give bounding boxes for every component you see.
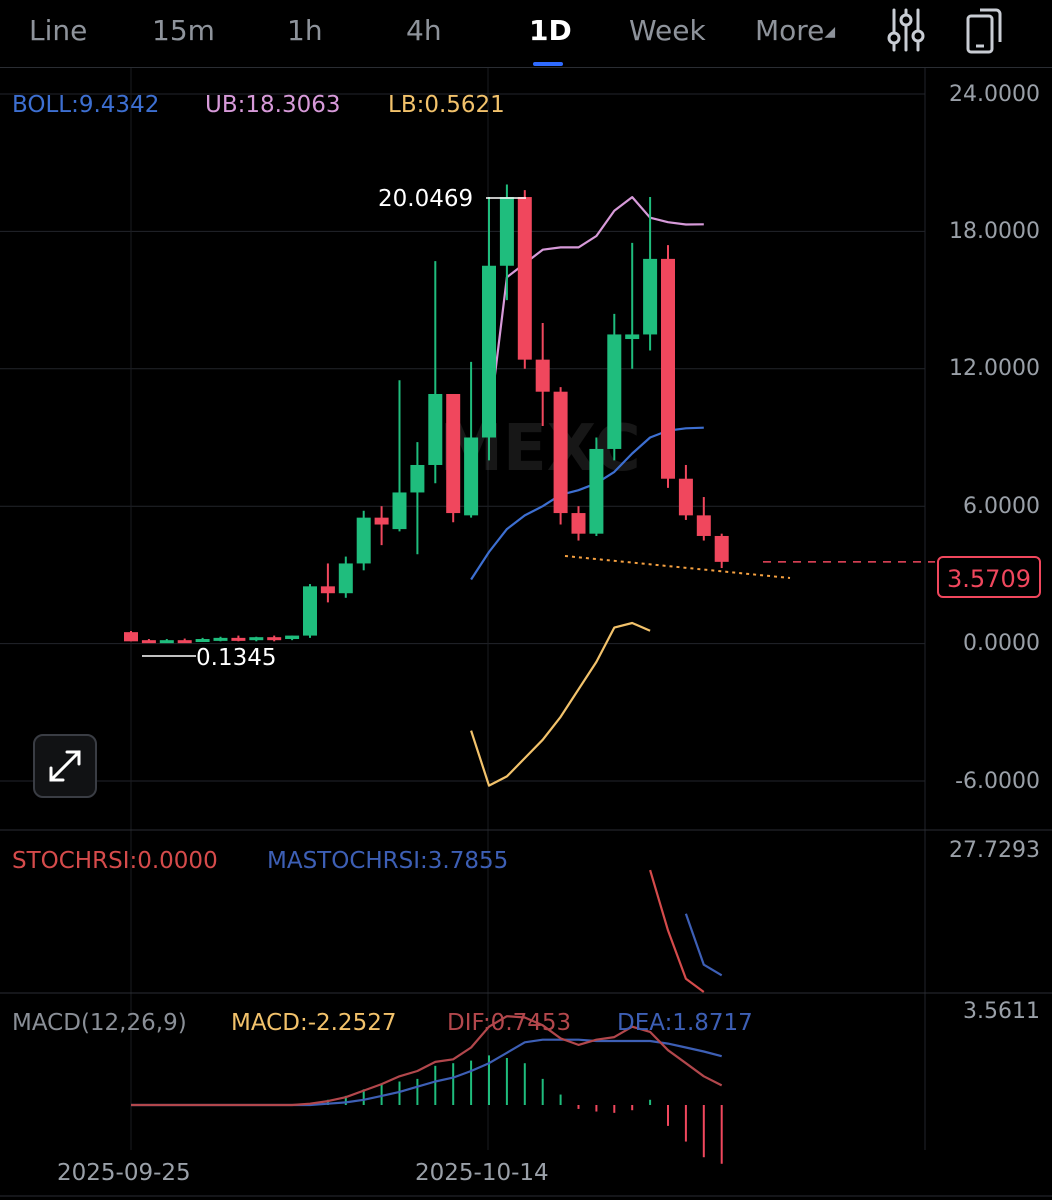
tab-line[interactable]: Line (29, 14, 88, 47)
macd-axis-label: 3.5611 (963, 999, 1040, 1024)
expand-button[interactable] (33, 734, 97, 798)
candle-body (482, 265, 496, 438)
mastochrsi-line (684, 913, 723, 977)
candle-body (231, 637, 246, 641)
tab-1h[interactable]: 1h (287, 14, 323, 47)
price-axis-label: 0.0000 (963, 631, 1040, 656)
price-axis-label: -6.0000 (955, 769, 1040, 794)
candle-body (571, 513, 586, 534)
candle-body (374, 517, 389, 525)
candle-body (517, 197, 532, 360)
stoch-axis-label: 27.7293 (949, 838, 1040, 863)
timeframe-bar: Line 15m 1h 4h 1D Week More◢ (0, 0, 1052, 66)
tab-1d[interactable]: 1D (529, 14, 572, 47)
expand-icon (49, 750, 81, 782)
candle-body (678, 478, 693, 516)
lb-legend: LB:0.5621 (388, 92, 505, 118)
lb-line (470, 621, 651, 787)
trend-line (564, 555, 791, 579)
tab-15m[interactable]: 15m (152, 14, 215, 47)
candle-body (124, 632, 138, 642)
dif-legend: DIF:0.7453 (447, 1010, 572, 1036)
candle-body (285, 635, 300, 640)
tab-week[interactable]: Week (629, 14, 706, 47)
candle-body (696, 515, 711, 536)
candle-body (249, 637, 264, 641)
date-label: 2025-09-25 (57, 1160, 191, 1186)
high-price-label: 20.0469 (378, 186, 474, 212)
dea-line (131, 1038, 722, 1107)
candle-body (714, 535, 729, 562)
dea-legend: DEA:1.8717 (617, 1010, 753, 1036)
stochrsi-legend: STOCHRSI:0.0000 (12, 848, 218, 874)
caret-down-icon: ◢ (824, 24, 836, 40)
low-price-label: 0.1345 (196, 645, 277, 671)
candle-body (446, 393, 461, 514)
candle-body (464, 437, 479, 516)
topbar-divider (0, 67, 1052, 68)
candle-body (535, 359, 550, 392)
candle-body (356, 517, 371, 564)
tab-4h[interactable]: 4h (406, 14, 442, 47)
sliders-icon[interactable] (884, 6, 928, 54)
candle-body (267, 637, 282, 641)
candle-body (589, 448, 604, 534)
candle-body (643, 258, 658, 335)
candle-body (625, 334, 640, 340)
candle-body (661, 258, 675, 479)
stochrsi-line (649, 869, 705, 993)
boll-legend: BOLL:9.4342 (12, 92, 160, 118)
candle-body (410, 464, 425, 493)
candle-body (303, 586, 317, 636)
macd-title: MACD(12,26,9) (12, 1010, 187, 1036)
tab-more-label: More (755, 14, 825, 47)
macd-legend: MACD:-2.2527 (231, 1010, 397, 1036)
price-axis-label: 6.0000 (963, 494, 1040, 519)
candle-body (320, 586, 335, 594)
candle-body (607, 334, 622, 449)
price-axis-label: 18.0000 (949, 219, 1040, 244)
last-price-tag[interactable]: 3.5709 (937, 556, 1041, 598)
candle-body (177, 640, 192, 644)
tab-more[interactable]: More◢ (755, 14, 835, 47)
active-tab-indicator (533, 62, 563, 66)
candle-body (213, 637, 228, 641)
price-axis-label: 12.0000 (949, 356, 1040, 381)
phone-rotate-icon[interactable] (962, 6, 1006, 54)
ub-legend: UB:18.3063 (205, 92, 341, 118)
candle-body (195, 639, 210, 643)
candle-body (499, 197, 514, 266)
candle-body (159, 640, 174, 644)
candle-body (553, 391, 568, 514)
candle-body (338, 563, 353, 594)
candle-body (141, 640, 156, 644)
price-axis-label: 24.0000 (949, 82, 1040, 107)
dif-line (131, 1015, 723, 1107)
mastochrsi-legend: MASTOCHRSI:3.7855 (267, 848, 509, 874)
candle-body (392, 492, 407, 530)
date-label: 2025-10-14 (415, 1160, 549, 1186)
candle-body (428, 393, 443, 465)
